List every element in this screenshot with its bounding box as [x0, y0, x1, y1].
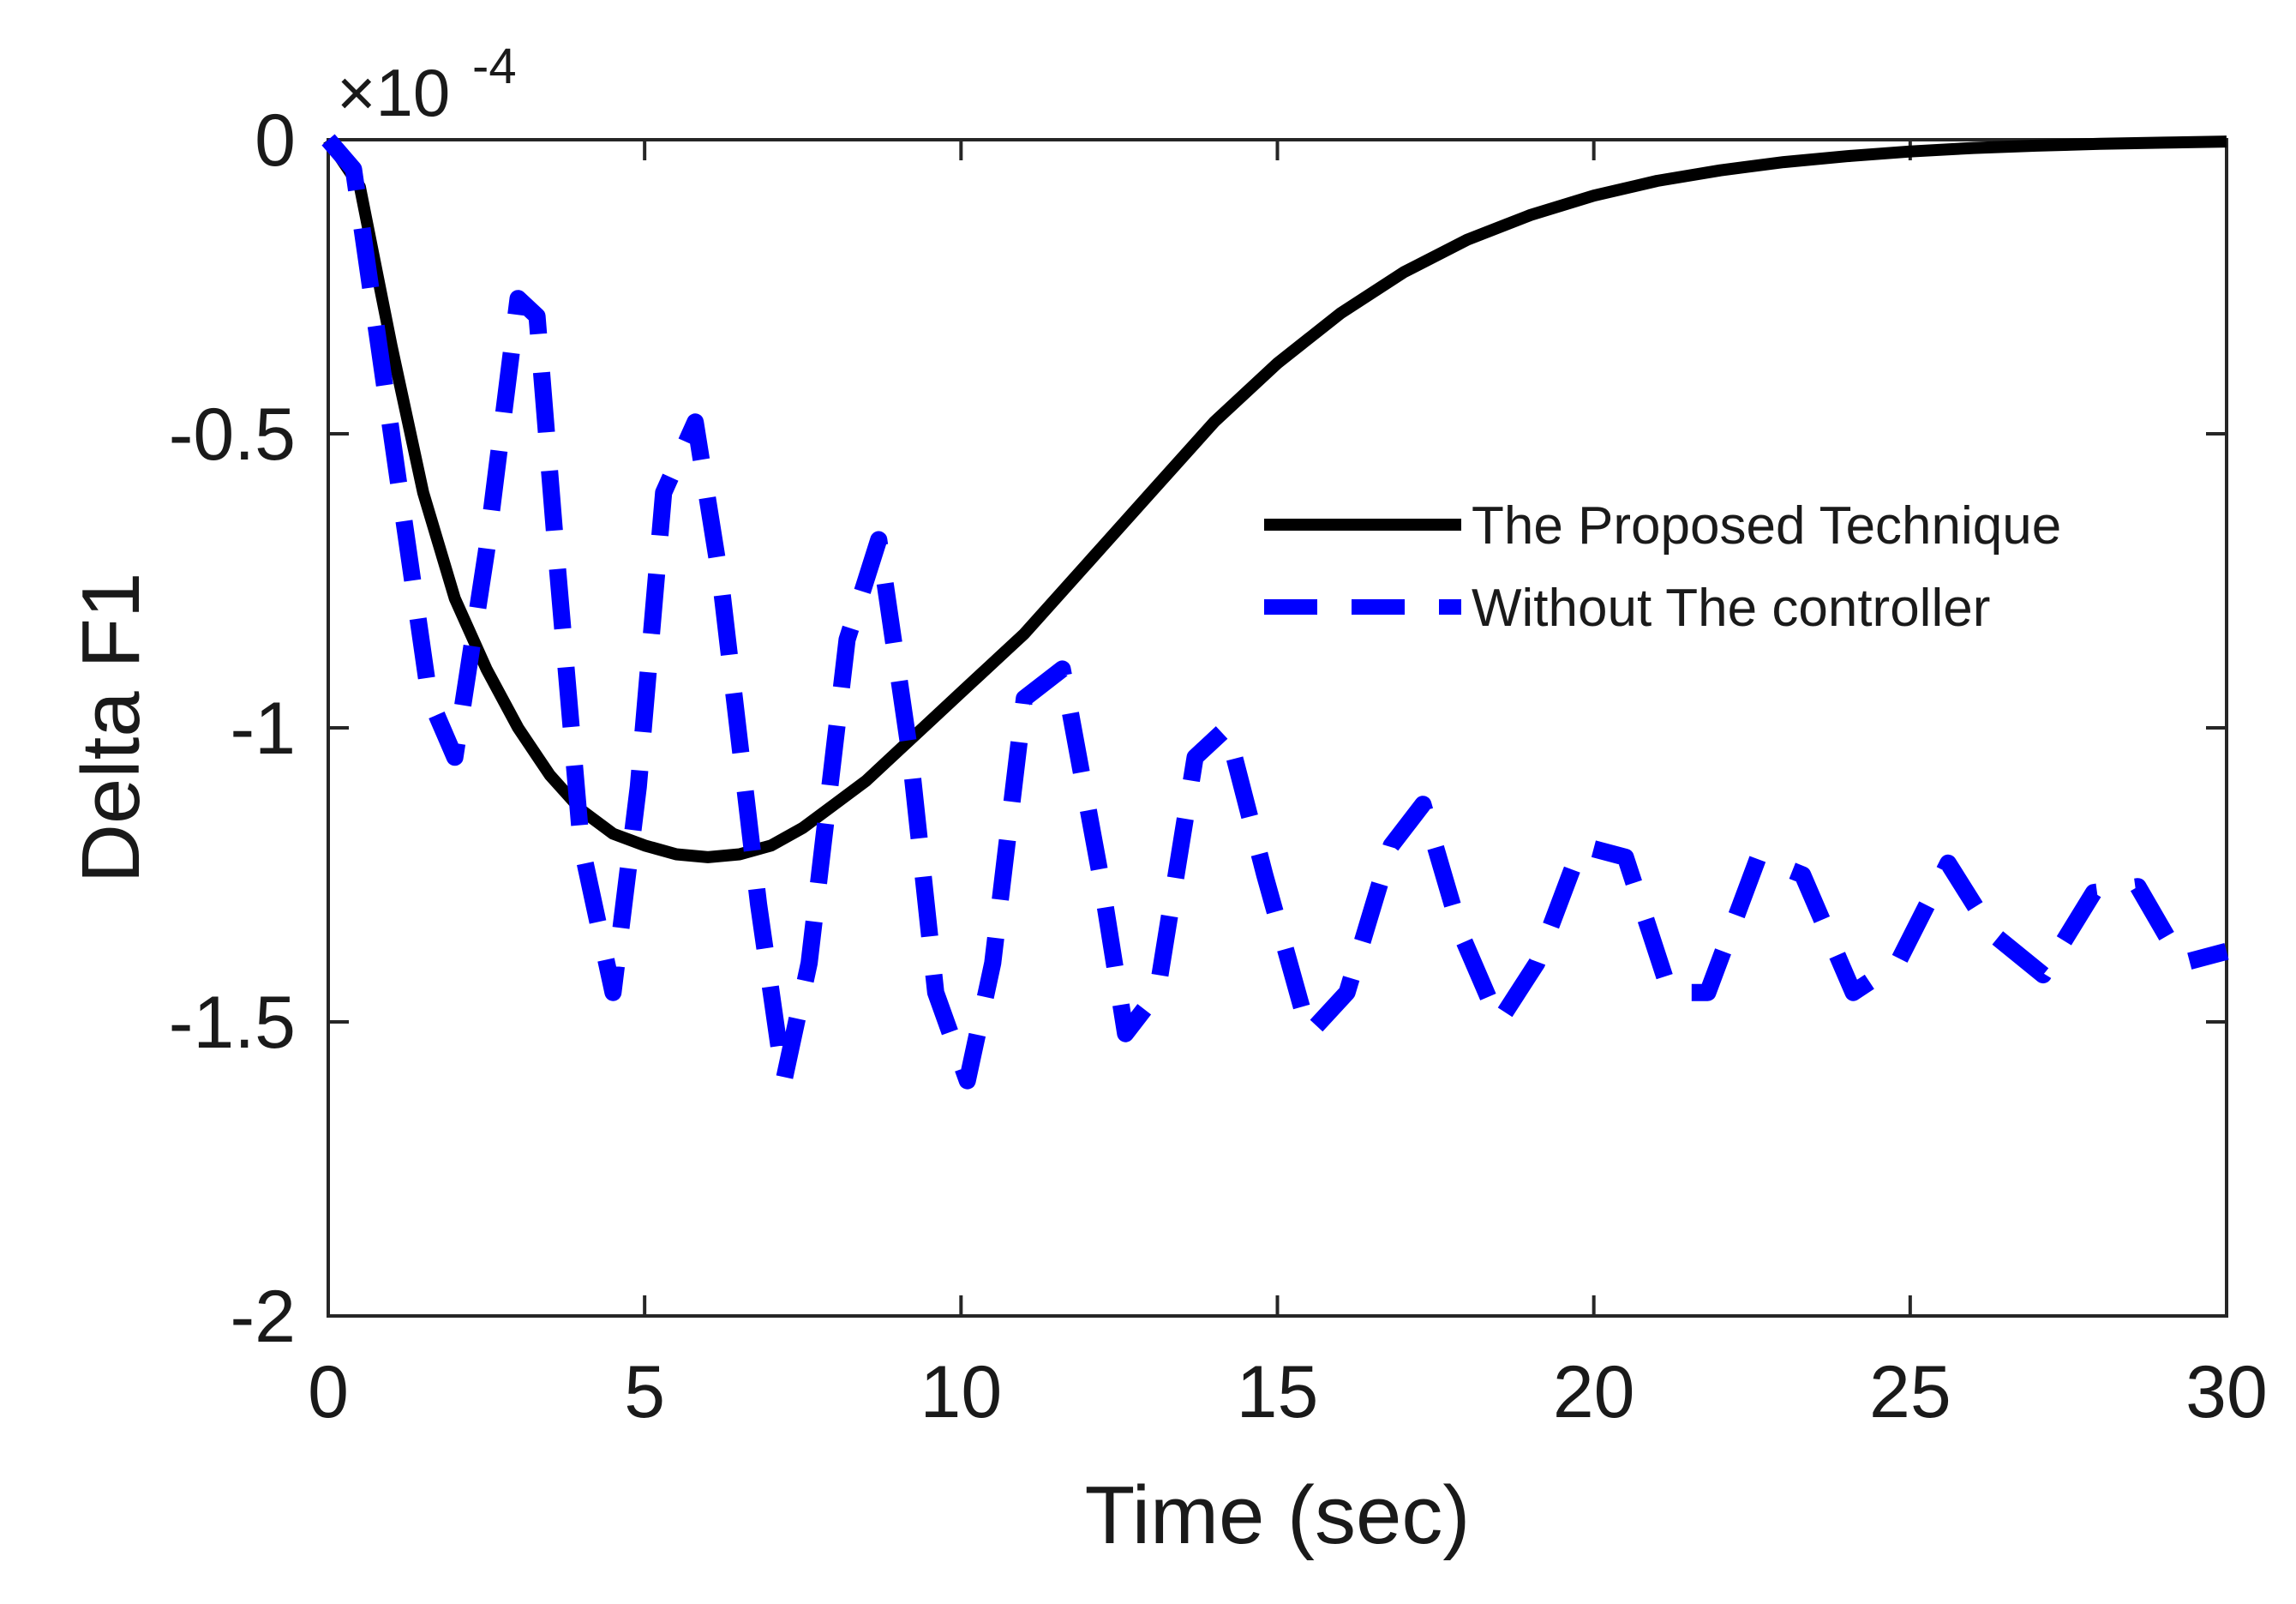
legend-label-without-controller: Without The controller: [1472, 579, 1990, 638]
series-layer: [321, 134, 2229, 1090]
x-tick-labels: 0 5 10 15 20 25 30: [308, 1351, 2268, 1433]
y-exponent-base: ×10: [337, 55, 450, 130]
x-tick-label: 0: [308, 1351, 349, 1433]
y-axis-title: Delta F1: [65, 573, 157, 884]
y-tick-label: -2: [231, 1276, 296, 1358]
x-tick-label: 15: [1237, 1351, 1319, 1433]
y-tick-label: -1: [231, 688, 296, 770]
x-tick-label: 10: [920, 1351, 1002, 1433]
x-axis-title: Time (sec): [1085, 1469, 1471, 1561]
y-exponent-power: -4: [472, 39, 517, 94]
x-tick-label: 30: [2185, 1351, 2268, 1433]
x-tick-label: 5: [624, 1351, 665, 1433]
series-line-without-controller: [321, 134, 2229, 1090]
legend: The Proposed Technique Without The contr…: [1264, 496, 2061, 638]
x-tick-label: 20: [1553, 1351, 1635, 1433]
y-tick-labels: 0 -0.5 -1 -1.5 -2: [169, 99, 296, 1358]
plot-frame: [327, 138, 2228, 1318]
series-line-proposed: [323, 135, 2227, 863]
plot-area: [321, 134, 2229, 1318]
y-tick-label: 0: [255, 99, 296, 182]
y-tick-label: -0.5: [169, 393, 296, 476]
legend-label-proposed: The Proposed Technique: [1472, 496, 2061, 556]
x-tick-label: 25: [1869, 1351, 1951, 1433]
y-tick-label: -1.5: [169, 982, 296, 1064]
